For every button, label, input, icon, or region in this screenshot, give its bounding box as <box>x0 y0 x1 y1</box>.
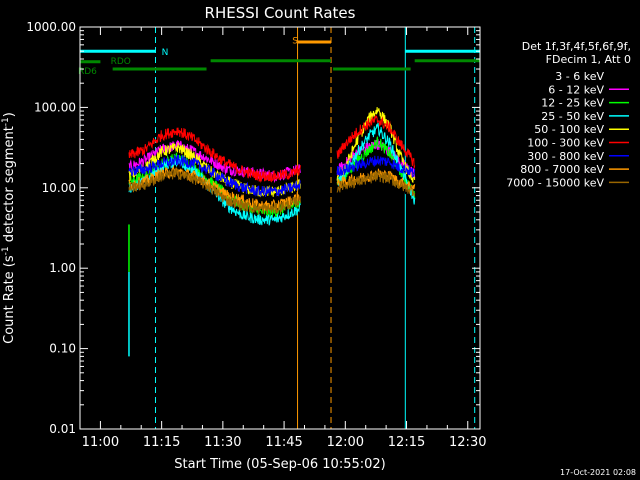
series-line-6-segment-1 <box>336 155 416 179</box>
series-line-4-segment-0 <box>128 142 301 198</box>
x-tick-label-1: 11:15 <box>143 435 180 450</box>
series-line-5-segment-0 <box>128 127 301 184</box>
x-tick-label-3: 11:45 <box>265 435 302 450</box>
legend-entry-label-2: 12 - 25 keV <box>541 97 604 110</box>
x-tick-label-5: 12:15 <box>388 435 425 450</box>
series-line-5-segment-1 <box>336 114 416 169</box>
series-line-8-segment-1 <box>336 170 416 197</box>
plot-frame <box>79 26 481 430</box>
x-tick-label-4: 12:00 <box>327 435 364 450</box>
x-tick-label-0: 11:00 <box>82 435 119 450</box>
x-axis-label: Start Time (05-Sep-06 10:55:02) <box>174 457 385 472</box>
legend: Det 1f,3f,4f,5f,6f,9f, FDecim 1, Att 0 3… <box>506 40 631 189</box>
x-tick-label-6: 12:30 <box>449 435 486 450</box>
legend-header-line-1: Det 1f,3f,4f,5f,6f,9f, <box>522 40 631 53</box>
y-tick-label-5: 1000.00 <box>26 20 76 34</box>
legend-header-line-2: FDecim 1, Att 0 <box>546 53 631 66</box>
legend-entry-label-0: 3 - 6 keV <box>555 70 604 83</box>
x-tick-label-2: 11:30 <box>204 435 241 450</box>
series-line-7-segment-0 <box>128 165 301 212</box>
y-axis-label: Count Rate (s-1 detector segment-1) <box>1 112 17 344</box>
saa-flag-label: S <box>292 36 298 46</box>
legend-entry-label-5: 100 - 300 keV <box>527 137 604 150</box>
chart-title: RHESSI Count Rates <box>205 4 356 22</box>
y-tick-label-4: 100.00 <box>34 100 76 114</box>
legend-entry-label-7: 800 - 7000 keV <box>520 163 604 176</box>
axes: 0.01 0.10 1.00 10.00 100.00 1000.00 11:00 11:15… <box>26 20 486 450</box>
legend-entry-label-8: 7000 - 15000 keV <box>506 176 604 189</box>
series-line-0-segment-0 <box>128 165 301 232</box>
night-flag-label: N <box>162 48 169 58</box>
y-tick-label-1: 0.10 <box>49 342 76 356</box>
legend-entry-label-6: 300 - 800 keV <box>527 150 604 163</box>
series-line-6-segment-0 <box>128 154 301 197</box>
y-tick-label-0: 0.01 <box>49 422 76 436</box>
legend-entry-label-3: 25 - 50 keV <box>541 110 604 123</box>
rdo-flag-label: RDO <box>111 57 131 67</box>
legend-entry-label-4: 50 - 100 keV <box>534 123 604 136</box>
y-tick-label-2: 1.00 <box>49 261 76 275</box>
y-tick-label-3: 10.00 <box>42 181 76 195</box>
series-line-8-segment-0 <box>128 168 301 216</box>
legend-entry-label-1: 6 - 12 keV <box>548 83 604 96</box>
footer-timestamp: 17-Oct-2021 02:08 <box>560 468 636 477</box>
rd6-flag-label: RD6 <box>78 67 97 77</box>
plot-area: N S RDO RD6 <box>78 27 480 429</box>
series-line-4-segment-1 <box>336 107 416 183</box>
